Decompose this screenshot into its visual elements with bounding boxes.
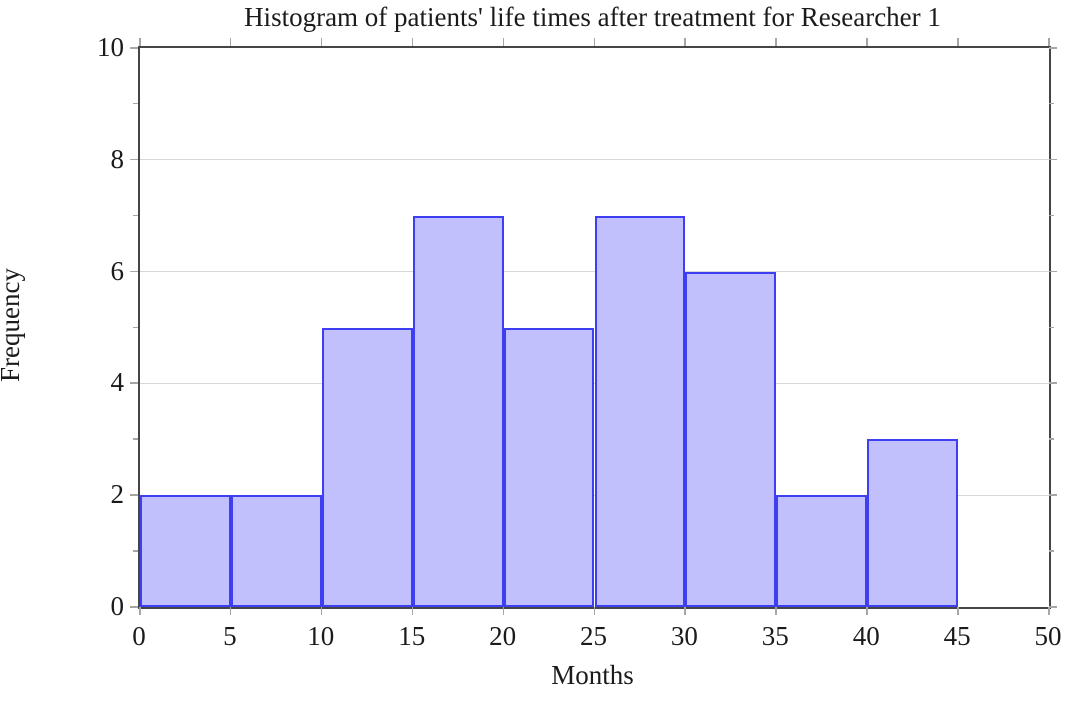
x-tick-label-35: 35: [761, 621, 789, 651]
tick-mark: [411, 607, 414, 615]
tick-mark: [775, 38, 777, 46]
x-tick-label-40: 40: [852, 621, 880, 651]
plot-area: [138, 46, 1051, 609]
tick-mark: [957, 38, 959, 46]
y-tick-label-4: 4: [110, 367, 125, 398]
tick-mark: [593, 38, 595, 46]
tick-mark: [130, 382, 138, 384]
histogram-bar: [594, 215, 686, 607]
tick-mark: [411, 38, 414, 46]
tick-mark: [320, 38, 323, 46]
tick-mark: [775, 607, 777, 615]
histogram-bar: [867, 439, 959, 607]
tick-mark: [130, 47, 138, 49]
tick-mark: [684, 38, 686, 46]
tick-mark: [1049, 102, 1054, 105]
tick-mark: [133, 326, 138, 328]
gridline-y-8: [140, 159, 1049, 161]
x-axis-label: Months: [551, 660, 634, 690]
histogram-bar: [321, 327, 413, 607]
tick-mark: [684, 607, 686, 615]
tick-mark: [866, 38, 868, 46]
tick-mark: [130, 606, 138, 608]
y-axis-label: Frequency: [0, 268, 25, 382]
histogram-bar: [230, 495, 322, 607]
tick-mark: [133, 102, 138, 105]
x-tick-label-20: 20: [489, 621, 517, 651]
tick-mark: [130, 158, 138, 161]
tick-mark: [1048, 38, 1050, 46]
tick-mark: [133, 550, 138, 552]
y-tick-label-2: 2: [110, 479, 125, 510]
tick-mark: [593, 607, 595, 615]
histogram-bar: [140, 495, 231, 607]
x-tick-label-45: 45: [943, 621, 971, 651]
x-tick-label-15: 15: [398, 621, 426, 651]
tick-mark: [1049, 438, 1054, 440]
y-tick-label-8: 8: [110, 143, 125, 174]
tick-mark: [130, 494, 138, 496]
tick-mark: [1049, 550, 1054, 552]
tick-mark: [1049, 214, 1054, 217]
tick-mark: [229, 38, 232, 46]
tick-mark: [139, 38, 141, 46]
tick-mark: [1049, 494, 1057, 496]
tick-mark: [139, 607, 141, 615]
tick-mark: [1049, 158, 1057, 161]
x-tick-label-10: 10: [307, 621, 335, 651]
x-tick-label-5: 5: [223, 621, 237, 651]
tick-mark: [866, 607, 868, 615]
tick-mark: [502, 38, 505, 46]
tick-mark: [502, 607, 505, 615]
tick-mark: [229, 607, 232, 615]
tick-mark: [1049, 47, 1057, 49]
histogram-bar: [412, 215, 504, 607]
y-tick-label-0: 0: [110, 591, 125, 621]
histogram-bar: [685, 271, 777, 607]
x-tick-label-30: 30: [670, 621, 698, 651]
tick-mark: [1049, 270, 1057, 273]
y-tick-label-6: 6: [110, 255, 125, 286]
x-tick-label-25: 25: [580, 621, 607, 651]
chart-title: Histogram of patients' life times after …: [244, 2, 941, 32]
histogram-bar: [503, 327, 595, 607]
tick-mark: [1049, 326, 1054, 328]
tick-mark: [133, 214, 138, 217]
tick-mark: [133, 438, 138, 440]
tick-mark: [1049, 382, 1057, 384]
tick-mark: [1048, 607, 1050, 615]
histogram-bar: [776, 495, 868, 607]
x-tick-label-0: 0: [132, 621, 146, 651]
x-tick-label-50: 50: [1034, 621, 1062, 651]
tick-mark: [957, 607, 959, 615]
tick-mark: [130, 270, 138, 273]
tick-mark: [1049, 606, 1057, 608]
tick-mark: [320, 607, 323, 615]
y-tick-label-10: 10: [97, 32, 124, 62]
